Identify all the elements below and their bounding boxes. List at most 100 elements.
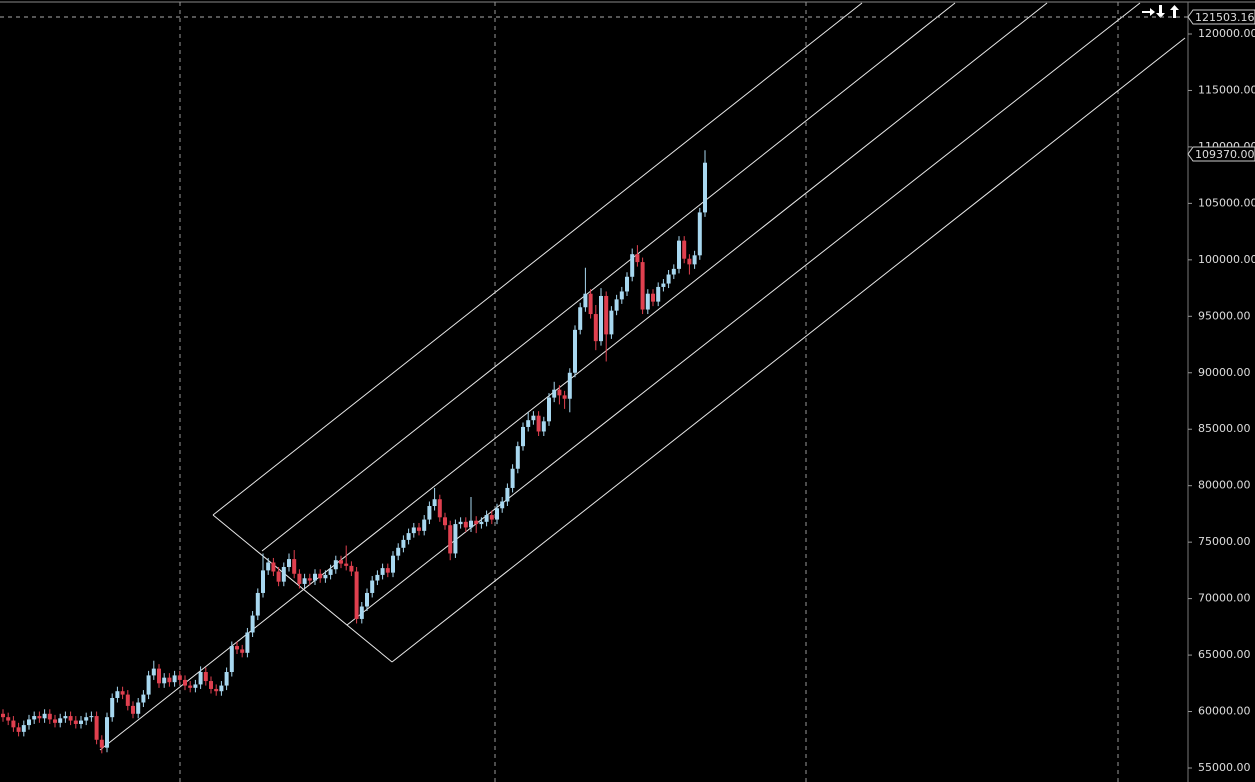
candle-body bbox=[692, 255, 697, 265]
candle-body bbox=[162, 677, 167, 684]
icon-down[interactable] bbox=[1156, 5, 1165, 18]
candle-body bbox=[58, 718, 63, 723]
candle-body bbox=[380, 568, 385, 575]
candle-body bbox=[141, 694, 146, 703]
candle-body bbox=[32, 716, 37, 720]
y-tick-label: 65000.00 bbox=[1198, 648, 1251, 661]
candle-body bbox=[437, 499, 442, 518]
candle-body bbox=[526, 420, 531, 427]
icon-up[interactable] bbox=[1170, 5, 1179, 18]
candle-body bbox=[120, 691, 125, 695]
candle-body bbox=[63, 716, 68, 719]
channel-line bbox=[391, 37, 1186, 663]
candle-body bbox=[73, 720, 78, 724]
candle-body bbox=[375, 574, 380, 581]
candle-body bbox=[562, 395, 567, 399]
candle-body bbox=[89, 716, 94, 718]
candle-body bbox=[1, 713, 5, 718]
candle-body bbox=[229, 646, 234, 673]
icon-right[interactable] bbox=[1142, 8, 1155, 16]
candle-body bbox=[703, 162, 707, 213]
candle-body bbox=[583, 293, 588, 308]
candle-body bbox=[593, 314, 598, 342]
candle-body bbox=[209, 681, 213, 689]
candle-body bbox=[131, 705, 135, 714]
candle-body bbox=[458, 521, 463, 525]
candle-body bbox=[219, 685, 224, 692]
candle-body bbox=[359, 606, 364, 619]
candle-body bbox=[255, 592, 260, 616]
candle-body bbox=[354, 571, 359, 619]
candle-body bbox=[411, 527, 416, 534]
candle-body bbox=[500, 501, 505, 509]
candle-body bbox=[297, 573, 302, 584]
channel-handle bbox=[212, 514, 393, 663]
candle-body bbox=[505, 487, 510, 502]
price-marker-box bbox=[1187, 146, 1255, 162]
candle-body bbox=[640, 262, 645, 310]
candle-body bbox=[677, 240, 681, 269]
candle-body bbox=[16, 727, 21, 732]
candle-body bbox=[645, 293, 650, 310]
candle-body bbox=[172, 675, 177, 683]
channel-lines bbox=[99, 2, 1186, 751]
candle-body bbox=[479, 521, 484, 525]
price-marker-box bbox=[1187, 9, 1255, 25]
candle-body bbox=[661, 283, 666, 287]
candle-body bbox=[391, 555, 395, 573]
candle-body bbox=[115, 691, 120, 698]
candle-body bbox=[448, 525, 453, 554]
candle-body bbox=[281, 566, 286, 582]
candle-body bbox=[47, 713, 52, 720]
x-grid bbox=[179, 2, 1119, 782]
candle-body bbox=[224, 672, 229, 686]
candle-body bbox=[68, 716, 73, 721]
candle-body bbox=[125, 694, 130, 706]
candle-body bbox=[567, 372, 572, 399]
candle-body bbox=[105, 717, 109, 748]
candle-body bbox=[250, 615, 255, 633]
candle-body bbox=[53, 719, 57, 723]
candle-body bbox=[344, 563, 349, 566]
candle-body bbox=[323, 574, 328, 579]
candle-body bbox=[94, 716, 99, 740]
candle-body bbox=[21, 725, 26, 732]
candle-body bbox=[671, 268, 676, 275]
candle-body bbox=[406, 533, 411, 540]
candle-body bbox=[599, 295, 603, 342]
candle-body bbox=[531, 415, 536, 421]
candle-body bbox=[474, 520, 479, 525]
channel-line bbox=[99, 2, 1048, 751]
candle-body bbox=[271, 562, 276, 572]
candle-body bbox=[427, 506, 432, 520]
candle-body bbox=[287, 559, 291, 567]
candle-body bbox=[625, 276, 629, 292]
candle-body bbox=[146, 675, 151, 695]
candle-body bbox=[37, 716, 42, 719]
candle-body bbox=[99, 739, 104, 748]
candle-body bbox=[552, 389, 557, 398]
candle-body bbox=[557, 389, 562, 396]
candle-body bbox=[151, 668, 156, 676]
candle-body bbox=[604, 295, 609, 335]
candle-body bbox=[136, 702, 141, 714]
candle-body bbox=[313, 573, 317, 581]
y-tick-label: 100000.00 bbox=[1198, 253, 1255, 266]
candle-body bbox=[588, 293, 593, 315]
candle-body bbox=[541, 421, 546, 432]
candle-body bbox=[307, 578, 312, 581]
candle-body bbox=[11, 720, 16, 728]
candle-body bbox=[339, 560, 343, 564]
candle-body bbox=[614, 299, 619, 311]
candle-body bbox=[635, 254, 640, 263]
candle-body bbox=[177, 675, 182, 680]
y-tick-label: 75000.00 bbox=[1198, 535, 1251, 548]
y-tick-label: 70000.00 bbox=[1198, 592, 1251, 605]
y-tick-label: 55000.00 bbox=[1198, 761, 1251, 774]
candle-body bbox=[302, 578, 307, 584]
y-tick-label: 90000.00 bbox=[1198, 366, 1251, 379]
candle-body bbox=[240, 649, 245, 653]
candle-body bbox=[495, 508, 499, 520]
